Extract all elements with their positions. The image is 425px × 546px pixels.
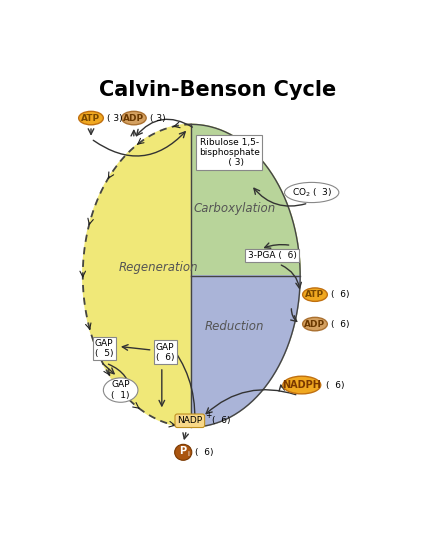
Text: (  6): ( 6) [331,290,349,299]
Text: GAP
(  5): GAP ( 5) [95,339,113,358]
Ellipse shape [175,444,192,460]
Ellipse shape [79,111,103,125]
Text: ATP: ATP [82,114,101,122]
Text: ( 3): ( 3) [150,114,165,122]
Text: 3-PGA (  6): 3-PGA ( 6) [248,251,297,260]
Text: P: P [179,447,186,456]
Text: NADP: NADP [177,416,202,425]
Text: Regeneration: Regeneration [119,261,198,274]
Text: ATP: ATP [306,290,325,299]
Ellipse shape [303,317,327,331]
Ellipse shape [122,111,146,125]
Text: Reduction: Reduction [204,319,264,333]
Text: GAP
(  6): GAP ( 6) [156,342,174,362]
Polygon shape [191,276,300,427]
Text: +: + [206,411,212,420]
Text: (  6): ( 6) [195,448,213,457]
Text: ( 3): ( 3) [107,114,122,122]
Text: i: i [187,452,189,458]
Ellipse shape [103,378,138,402]
Text: Calvin-Benson Cycle: Calvin-Benson Cycle [99,80,337,100]
Ellipse shape [284,182,339,203]
Text: Carboxylation: Carboxylation [193,202,275,215]
Text: (  6): ( 6) [331,319,349,329]
Text: ADP: ADP [304,319,326,329]
Text: (  6): ( 6) [212,416,231,425]
Text: ADP: ADP [123,114,144,122]
Ellipse shape [303,288,327,301]
Text: (  6): ( 6) [326,381,344,389]
Ellipse shape [283,376,321,394]
Polygon shape [191,124,300,276]
Text: GAP
(  1): GAP ( 1) [111,381,130,400]
Text: NADPH: NADPH [282,380,321,390]
Text: CO$_2$ (  3): CO$_2$ ( 3) [292,186,332,199]
Text: Ribulose 1,5-
bisphosphate
     ( 3): Ribulose 1,5- bisphosphate ( 3) [199,138,260,168]
Polygon shape [83,124,300,427]
